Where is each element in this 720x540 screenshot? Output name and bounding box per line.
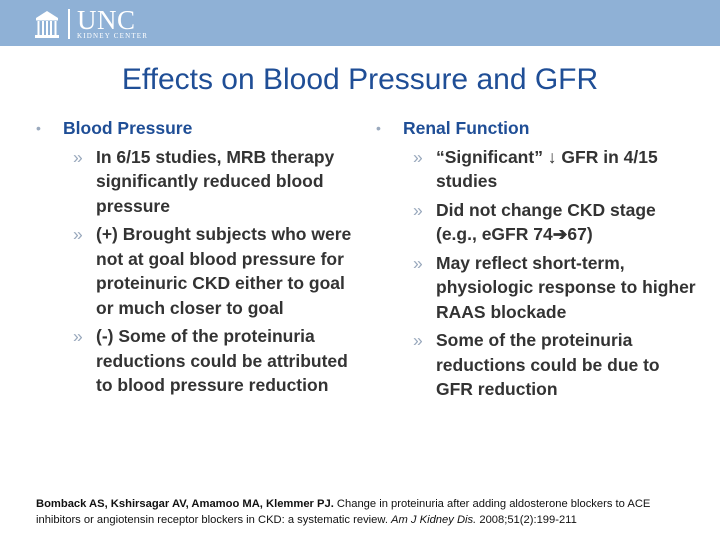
sub-bullet-marker: » <box>73 146 83 167</box>
sub-bullet-text: May reflect short-term, physiologic resp… <box>436 252 696 322</box>
sub-bullet-text: (+) Brought subjects who were not at goa… <box>96 224 352 318</box>
old-well-icon <box>35 11 59 38</box>
citation: Bomback AS, Kshirsagar AV, Amamoo MA, Kl… <box>36 496 696 528</box>
logo-name: UNC <box>77 4 136 35</box>
citation-journal: Am J Kidney Dis. <box>391 514 477 526</box>
sub-bullet: » (+) Brought subjects who were not at g… <box>36 222 354 320</box>
blood-pressure-column: • Blood Pressure » In 6/15 studies, MRB … <box>36 116 354 398</box>
renal-function-column: • Renal Function » “Significant” ↓ GFR i… <box>376 116 696 402</box>
heading-text: Renal Function <box>403 118 530 138</box>
citation-details: 2008;51(2):199-211 <box>476 514 577 526</box>
sub-bullet-marker: » <box>73 326 83 346</box>
sub-bullet-text: (-) Some of the proteinuria reductions c… <box>96 326 348 395</box>
sub-bullet-marker: » <box>413 330 423 350</box>
heading-text: Blood Pressure <box>63 118 193 138</box>
sub-bullet-marker: » <box>73 224 83 244</box>
sub-bullet-marker: » <box>413 252 423 273</box>
citation-text: Change in proteinuria after adding aldos… <box>36 498 651 526</box>
unc-logo: UNC KIDNEY CENTER <box>34 4 149 41</box>
sub-bullet-text: Some of the proteinuria reductions could… <box>436 330 660 399</box>
sub-bullet-text: “Significant” ↓ GFR in 4/15 studies <box>436 146 658 192</box>
bullet-marker: • <box>376 120 381 136</box>
logo-divider <box>68 9 70 39</box>
sub-bullet: » Some of the proteinuria reductions cou… <box>376 328 696 402</box>
bullet-marker: • <box>36 120 41 136</box>
sub-bullet-text: In 6/15 studies, MRB therapy significant… <box>96 146 335 216</box>
bullet-heading: • Renal Function <box>376 116 696 141</box>
sub-bullet: » “Significant” ↓ GFR in 4/15 studies <box>376 145 696 194</box>
sub-bullet-text: Did not change CKD stage (e.g., eGFR 74➔… <box>436 199 656 245</box>
logo-subtitle: KIDNEY CENTER <box>77 31 149 40</box>
sub-bullet: » (-) Some of the proteinuria reductions… <box>36 324 354 398</box>
sub-bullet: » Did not change CKD stage (e.g., eGFR 7… <box>376 198 696 247</box>
citation-authors: Bomback AS, Kshirsagar AV, Amamoo MA, Kl… <box>36 498 334 510</box>
sub-bullet: » May reflect short-term, physiologic re… <box>376 251 696 325</box>
header-band: UNC KIDNEY CENTER <box>0 0 720 46</box>
logo-text: UNC KIDNEY CENTER <box>77 4 149 41</box>
sub-bullet-marker: » <box>413 199 423 220</box>
sub-bullet-marker: » <box>413 146 423 167</box>
bullet-heading: • Blood Pressure <box>36 116 354 141</box>
slide-title: Effects on Blood Pressure and GFR <box>121 63 599 96</box>
sub-bullet: » In 6/15 studies, MRB therapy significa… <box>36 145 354 219</box>
